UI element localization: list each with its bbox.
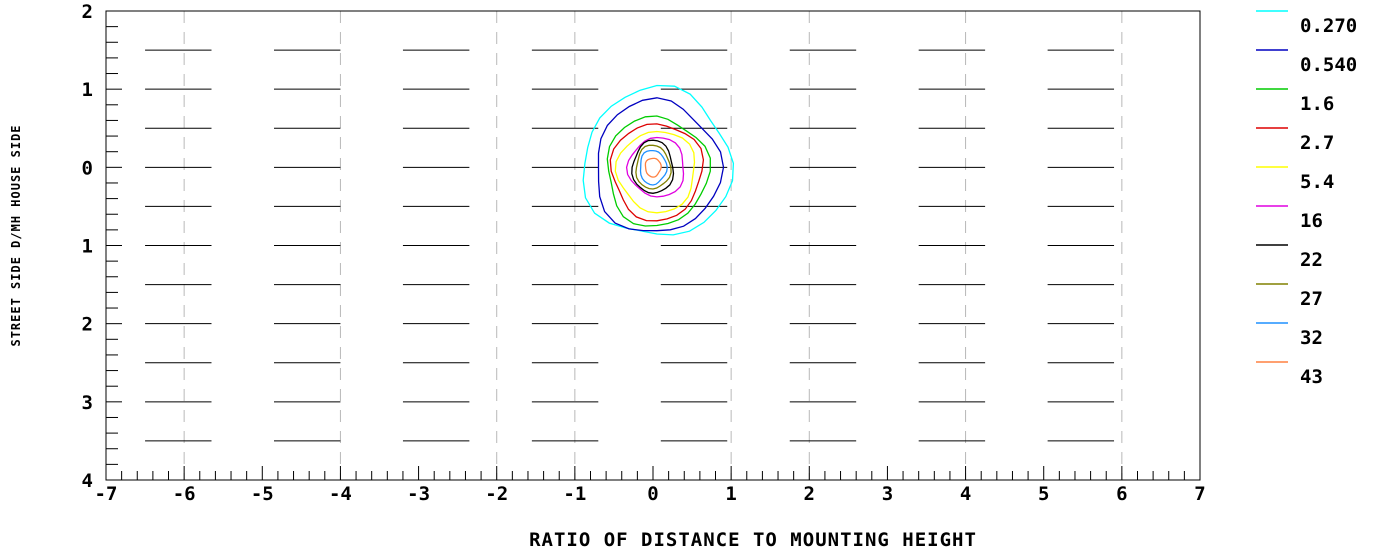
contour-line	[609, 123, 705, 222]
legend-label: 43	[1300, 366, 1323, 388]
y-tick-label: 1	[82, 236, 93, 258]
legend-label: 27	[1300, 288, 1323, 310]
contour-line	[625, 136, 685, 198]
legend-label: 22	[1300, 249, 1323, 271]
contour-line	[644, 157, 662, 178]
contour-line	[597, 97, 725, 232]
x-tick-label: -4	[329, 483, 352, 505]
x-tick-label: -1	[563, 483, 586, 505]
y-tick-labels: 2 1 0 1 2 3 4	[82, 1, 93, 492]
y-tick-label: 1	[82, 79, 93, 101]
minor-tick-layer	[105, 10, 1201, 481]
legend-label: 5.4	[1300, 171, 1334, 193]
x-tick-label: 2	[804, 483, 815, 505]
legend-label: 0.540	[1300, 54, 1357, 76]
legend-label: 1.6	[1300, 93, 1334, 115]
contour-line	[631, 139, 675, 194]
y-tick-label: 3	[82, 392, 93, 414]
y-tick-label: 4	[82, 470, 93, 492]
legend-label: 0.270	[1300, 15, 1357, 37]
y-tick-label: 0	[82, 157, 93, 179]
legend-label: 32	[1300, 327, 1323, 349]
contour-line	[606, 115, 711, 227]
x-tick-label: 3	[882, 483, 893, 505]
x-tick-label: -2	[485, 483, 508, 505]
contour-line	[582, 84, 735, 236]
x-tick-label: 7	[1194, 483, 1205, 505]
legend-label: 2.7	[1300, 132, 1334, 154]
plot-frame	[105, 10, 1201, 481]
y-tick-label: 2	[82, 314, 93, 336]
x-tick-label: -6	[173, 483, 196, 505]
x-tick-label: 6	[1116, 483, 1127, 505]
contour-line	[614, 130, 696, 214]
roadway-dash-layer	[145, 49, 1115, 442]
y-axis-label: STREET SIDE D/MH HOUSE SIDE	[9, 124, 23, 346]
x-tick-label: -3	[407, 483, 430, 505]
x-tick-label: 4	[960, 483, 971, 505]
contour-line	[639, 149, 668, 186]
x-tick-label: 5	[1038, 483, 1049, 505]
x-tick-label: 0	[647, 483, 658, 505]
contour-layer	[582, 84, 735, 236]
x-tick-labels: -7 -6 -5 -4 -3 -2 -1 0 1 2 3 4 5 6 7	[95, 483, 1206, 505]
legend-label: 16	[1300, 210, 1323, 232]
x-tick-label: -7	[95, 483, 118, 505]
legend: 0.270 0.540 1.6 2.7 5.4 16 22 27 32 43	[1256, 10, 1357, 388]
x-tick-label: -5	[251, 483, 274, 505]
x-axis-label: RATIO OF DISTANCE TO MOUNTING HEIGHT	[529, 529, 977, 551]
contour-line	[635, 144, 672, 190]
x-tick-label: 1	[725, 483, 736, 505]
y-tick-label: 2	[82, 1, 93, 23]
